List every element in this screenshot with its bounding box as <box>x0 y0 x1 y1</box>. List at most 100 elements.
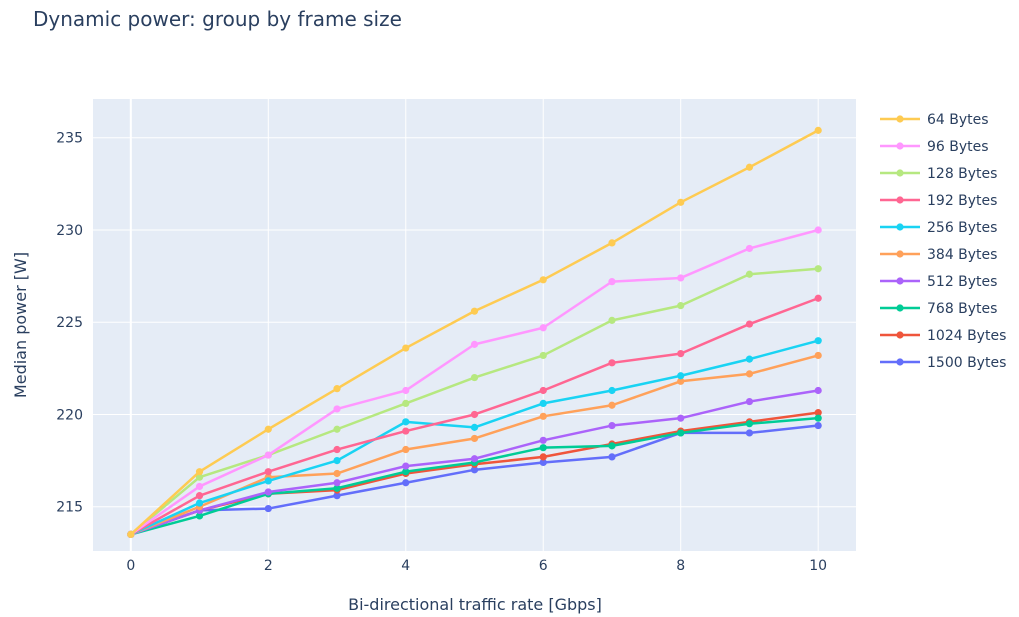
data-point[interactable] <box>195 468 204 476</box>
data-point[interactable] <box>333 425 341 433</box>
data-point[interactable] <box>333 457 341 465</box>
series-3[interactable] <box>127 294 822 538</box>
data-point[interactable] <box>402 462 410 470</box>
data-point[interactable] <box>195 492 204 500</box>
data-point[interactable] <box>539 276 547 284</box>
data-point[interactable] <box>264 468 272 476</box>
data-point[interactable] <box>264 451 272 459</box>
data-point[interactable] <box>539 399 547 408</box>
data-point[interactable] <box>333 385 341 393</box>
legend-item[interactable]: 64 Bytes <box>880 112 989 128</box>
data-point[interactable] <box>402 386 410 395</box>
data-point[interactable] <box>677 377 685 385</box>
data-point[interactable] <box>470 455 479 463</box>
data-point[interactable] <box>539 444 547 452</box>
data-point[interactable] <box>677 274 685 282</box>
data-point[interactable] <box>470 410 479 419</box>
data-point[interactable] <box>402 399 410 408</box>
data-point[interactable] <box>333 479 341 487</box>
data-point[interactable] <box>814 337 822 345</box>
data-point[interactable] <box>608 278 616 286</box>
legend-item[interactable]: 384 Bytes <box>880 247 997 263</box>
legend-item[interactable]: 1500 Bytes <box>880 355 1006 371</box>
legend-item[interactable]: 192 Bytes <box>880 193 997 209</box>
data-point[interactable] <box>195 482 204 491</box>
data-point[interactable] <box>677 302 685 310</box>
data-point[interactable] <box>333 405 341 413</box>
data-point[interactable] <box>677 349 685 358</box>
data-point[interactable] <box>608 359 616 367</box>
data-point[interactable] <box>470 423 479 431</box>
data-point[interactable] <box>333 484 341 492</box>
data-point[interactable] <box>264 425 272 433</box>
data-point[interactable] <box>195 473 204 481</box>
data-point[interactable] <box>677 429 685 437</box>
series-7[interactable] <box>127 414 822 538</box>
data-point[interactable] <box>608 442 616 450</box>
data-point[interactable] <box>539 386 547 395</box>
data-point[interactable] <box>539 351 547 360</box>
data-point[interactable] <box>333 445 341 454</box>
data-point[interactable] <box>814 351 822 360</box>
data-point[interactable] <box>677 198 685 206</box>
data-point[interactable] <box>745 370 754 378</box>
data-point[interactable] <box>333 492 341 500</box>
data-point[interactable] <box>402 427 410 435</box>
data-point[interactable] <box>470 373 479 382</box>
legend-item[interactable]: 256 Bytes <box>880 220 997 236</box>
data-point[interactable] <box>814 226 822 234</box>
legend-item[interactable]: 128 Bytes <box>880 166 997 182</box>
data-point[interactable] <box>539 436 547 444</box>
data-point[interactable] <box>814 126 822 134</box>
data-point[interactable] <box>814 409 822 417</box>
data-point[interactable] <box>745 163 754 171</box>
data-point[interactable] <box>745 355 754 363</box>
data-point[interactable] <box>814 414 822 422</box>
data-point[interactable] <box>745 244 754 253</box>
data-point[interactable] <box>608 401 616 409</box>
legend[interactable]: 64 Bytes 96 Bytes 128 Bytes 192 Bytes 256 By… <box>880 112 1006 371</box>
data-point[interactable] <box>264 477 272 485</box>
data-point[interactable] <box>677 414 685 422</box>
data-point[interactable] <box>402 445 410 454</box>
data-point[interactable] <box>814 265 822 273</box>
data-point[interactable] <box>539 458 547 467</box>
data-point[interactable] <box>745 420 754 428</box>
series-0[interactable] <box>127 126 822 538</box>
data-point[interactable] <box>608 239 616 247</box>
data-point[interactable] <box>195 499 204 507</box>
data-point[interactable] <box>470 434 479 443</box>
data-point[interactable] <box>402 418 410 426</box>
data-point[interactable] <box>195 512 204 520</box>
data-point[interactable] <box>608 316 616 324</box>
data-point[interactable] <box>264 488 272 496</box>
data-point[interactable] <box>333 469 341 478</box>
data-point[interactable] <box>539 324 547 332</box>
series-4[interactable] <box>127 337 822 538</box>
data-point[interactable] <box>470 307 479 315</box>
data-point[interactable] <box>127 530 135 538</box>
data-point[interactable] <box>745 270 754 278</box>
data-point[interactable] <box>745 429 754 437</box>
legend-item[interactable]: 96 Bytes <box>880 139 989 155</box>
legend-item[interactable]: 1024 Bytes <box>880 328 1006 344</box>
data-point[interactable] <box>814 294 822 302</box>
data-point[interactable] <box>745 320 754 328</box>
data-point[interactable] <box>539 412 547 420</box>
data-point[interactable] <box>608 386 616 395</box>
data-point[interactable] <box>402 479 410 487</box>
data-point[interactable] <box>402 344 410 352</box>
data-point[interactable] <box>470 466 479 474</box>
data-point[interactable] <box>470 340 479 348</box>
data-point[interactable] <box>814 421 822 430</box>
legend-item[interactable]: 768 Bytes <box>880 301 997 317</box>
data-point[interactable] <box>745 397 754 406</box>
data-point[interactable] <box>608 421 616 430</box>
data-point[interactable] <box>677 372 685 380</box>
data-point[interactable] <box>814 386 822 395</box>
data-point[interactable] <box>539 453 547 461</box>
legend-item[interactable]: 512 Bytes <box>880 274 997 290</box>
data-point[interactable] <box>608 453 616 461</box>
data-point[interactable] <box>402 468 410 476</box>
data-point[interactable] <box>264 504 272 513</box>
